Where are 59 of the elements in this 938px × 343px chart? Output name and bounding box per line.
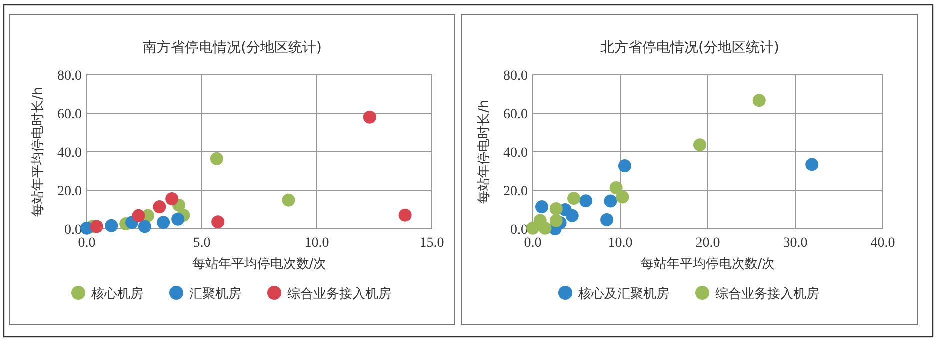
point <box>90 220 104 234</box>
y-tick-label: 80.0 <box>58 69 82 84</box>
point <box>398 208 412 222</box>
point <box>526 222 540 235</box>
chart-title: 北方省停电情况(分地区统计) <box>600 40 780 56</box>
y-tick-label: 0.0 <box>64 223 82 238</box>
y-tick-label: 40.0 <box>58 146 82 161</box>
point <box>538 222 552 235</box>
legend-label: 核心及汇聚机房 <box>578 286 670 302</box>
point <box>138 220 152 234</box>
x-tick-label: 10.0 <box>304 236 330 251</box>
point <box>166 192 179 206</box>
y-tick-label: 60.0 <box>58 108 82 122</box>
point <box>210 152 224 166</box>
point <box>550 202 563 216</box>
x-tick-label: 20.0 <box>696 236 720 251</box>
y-tick-label: 20.0 <box>504 184 528 200</box>
y-tick-label: 20.0 <box>58 184 82 200</box>
x-tick-label: 0.0 <box>78 236 96 251</box>
point <box>105 219 118 232</box>
point <box>212 216 225 229</box>
point <box>172 212 185 226</box>
y-tick-label: 40.0 <box>504 146 528 161</box>
x-axis-title: 每站年平均停电次数/次 <box>192 257 327 272</box>
y-tick-label: 80.0 <box>504 69 528 84</box>
point <box>536 200 549 214</box>
point <box>610 181 623 194</box>
x-tick-label: 15.0 <box>420 236 444 251</box>
chart-title: 南方省停电情况(分地区统计) <box>143 40 322 56</box>
x-tick-label: 10.0 <box>608 236 633 251</box>
y-axis-title: 每站年平均停电时长/h <box>31 87 46 217</box>
point <box>132 209 146 222</box>
x-axis-title: 每站年平均停电次数/次 <box>640 257 776 272</box>
point <box>694 138 707 152</box>
legend-label: 综合业务接入机房 <box>288 286 392 302</box>
point <box>618 160 632 173</box>
point <box>363 110 376 124</box>
point <box>806 158 819 172</box>
point <box>282 194 296 207</box>
point <box>752 94 766 108</box>
point <box>616 190 630 204</box>
point <box>566 209 579 222</box>
y-axis-title: 每站年停电时长/h <box>477 100 492 204</box>
point <box>580 194 593 208</box>
x-tick-label: 0.0 <box>524 236 542 251</box>
x-tick-label: 5.0 <box>193 236 211 251</box>
legend-label: 汇聚机房 <box>190 286 242 302</box>
x-tick-label: 40.0 <box>870 236 896 251</box>
point <box>153 200 166 214</box>
legend-label: 核心机房 <box>90 286 144 302</box>
x-tick-label: 30.0 <box>783 236 808 251</box>
point <box>604 194 618 208</box>
y-tick-label: 0.0 <box>510 223 528 238</box>
legend-label: 综合业务接入机房 <box>716 286 820 302</box>
point <box>157 216 170 230</box>
point <box>568 192 581 206</box>
point <box>550 214 563 228</box>
point <box>600 213 614 226</box>
y-tick-label: 60.0 <box>504 108 528 122</box>
